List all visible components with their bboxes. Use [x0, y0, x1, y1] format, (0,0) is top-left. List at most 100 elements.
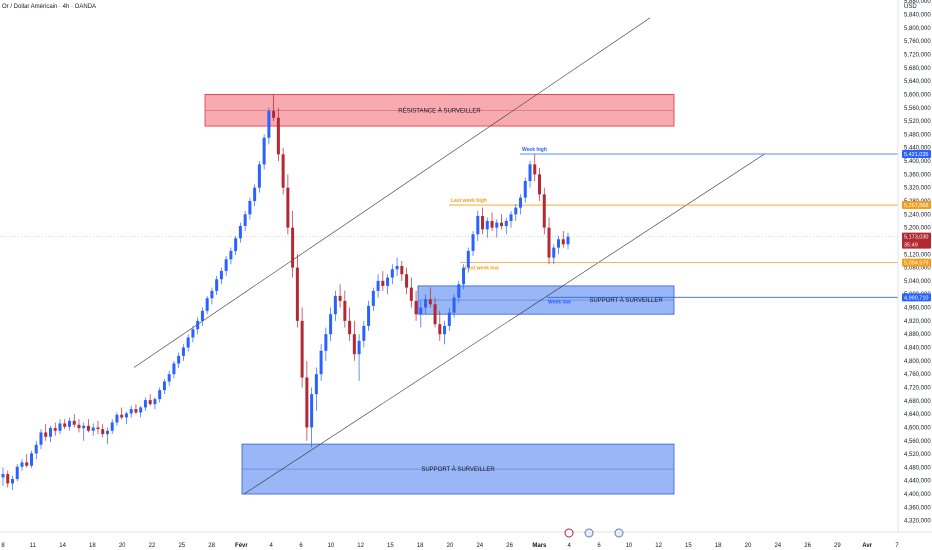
- price-tick-label: 5,440,000: [904, 146, 931, 152]
- price-tick-label: 4,600,000: [904, 425, 931, 431]
- candle-body: [10, 479, 14, 484]
- price-tick-label: 5,840,000: [904, 13, 931, 19]
- price-tick-label: 5,600,000: [904, 92, 931, 98]
- us-flag-event-icon-2[interactable]: [614, 528, 624, 538]
- candle-body: [452, 297, 456, 313]
- candle-body: [219, 270, 223, 280]
- candle-body: [96, 427, 100, 430]
- price-tick-label: 5,320,000: [904, 186, 931, 192]
- price-tick-label: 5,240,000: [904, 212, 931, 218]
- candle-body: [153, 399, 157, 405]
- candle-body: [443, 325, 447, 335]
- candle-body: [338, 295, 342, 301]
- candle-body: [77, 424, 81, 429]
- level-price-badge: [902, 258, 931, 267]
- candle-body: [177, 355, 181, 364]
- candle-body: [29, 453, 33, 466]
- candle-body: [67, 420, 71, 427]
- price-tick-label: 5,880,000: [904, 0, 931, 5]
- candle-body: [414, 300, 418, 315]
- candle-body: [552, 247, 556, 258]
- candle-body: [405, 274, 409, 288]
- price-badges-layer: 5,421,035 5,267,868 5,094,979 4,990,710 5,17…: [902, 150, 931, 302]
- candle-body: [281, 154, 285, 188]
- candle-body: [291, 227, 295, 268]
- candle-body: [333, 295, 337, 315]
- time-tick-label: 11: [30, 543, 37, 549]
- price-tick-label: 5,400,000: [904, 159, 931, 165]
- price-tick-label: 5,120,000: [904, 252, 931, 258]
- candle-body: [234, 238, 238, 251]
- level-price-badge-text: 4,990,710: [904, 295, 928, 301]
- time-tick-label: 8: [1, 543, 5, 549]
- candle-body: [248, 201, 252, 215]
- candle-body: [390, 269, 394, 278]
- zone-label: SUPPORT À SURVEILLER: [421, 466, 495, 473]
- level-label: Last week high: [451, 198, 487, 204]
- price-axis[interactable]: 4,280,0004,320,0004,360,0004,400,0004,44…: [904, 0, 931, 538]
- price-axis-panel[interactable]: [898, 0, 932, 550]
- candle-body: [329, 314, 333, 335]
- candle-body: [48, 428, 52, 437]
- candle-body: [357, 340, 361, 355]
- candle-body: [424, 299, 428, 308]
- candle-body: [428, 299, 432, 305]
- candle-body: [134, 409, 138, 413]
- price-tick-label: 4,400,000: [904, 492, 931, 498]
- time-tick-label: 15: [685, 543, 692, 549]
- time-tick-label: 25: [178, 543, 185, 549]
- candle-body: [205, 298, 209, 311]
- time-tick-label: 22: [149, 543, 156, 549]
- earnings-event-icon[interactable]: [564, 528, 574, 538]
- price-tick-label: 5,480,000: [904, 132, 931, 138]
- candle-body: [6, 474, 10, 484]
- candle-body: [20, 462, 24, 467]
- us-flag-event-icon[interactable]: [584, 528, 594, 538]
- current-price-text: 5,173,030: [904, 235, 928, 241]
- candle-body: [371, 290, 375, 306]
- levels-layer: Week high Last week high Last week low Week…: [0, 147, 898, 305]
- price-tick-label: 4,960,000: [904, 306, 931, 312]
- candle-body: [215, 279, 219, 291]
- price-tick-label: 4,760,000: [904, 372, 931, 378]
- candle-body: [433, 304, 437, 325]
- upper-trendline: [133, 17, 651, 368]
- level-label: Last week low: [465, 266, 499, 272]
- price-tick-label: 5,680,000: [904, 66, 931, 72]
- zone-label: RÉSISTANCE À SURVEILLER: [398, 107, 481, 114]
- chart-title: Or / Dollar Américain · 4h · OANDA: [2, 4, 96, 10]
- candle-body: [167, 374, 171, 382]
- candle-body: [362, 325, 366, 341]
- candle-body: [124, 413, 128, 418]
- candle-body: [348, 320, 352, 335]
- time-tick-label: 20: [119, 543, 126, 549]
- time-axis[interactable]: 8 11 14 18 20 22 25 28 Févr 4 6 10 12 15 18 20 24 26 Mars 4…: [1, 543, 899, 549]
- time-tick-label: 24: [774, 543, 781, 549]
- price-tick-label: 4,640,000: [904, 412, 931, 418]
- candle-body: [15, 466, 19, 480]
- candle-body: [485, 220, 489, 230]
- candle-body: [566, 236, 570, 245]
- time-axis-panel[interactable]: [0, 532, 932, 550]
- time-tick-label: 20: [745, 543, 752, 549]
- candle-body: [262, 137, 266, 165]
- candle-body: [196, 320, 200, 330]
- candle-body: [533, 164, 537, 175]
- price-tick-label: 4,480,000: [904, 465, 931, 471]
- candle-body: [509, 214, 513, 221]
- price-tick-label: 5,360,000: [904, 172, 931, 178]
- level-price-badge-text: 5,421,035: [904, 152, 928, 158]
- candle-body: [120, 414, 124, 418]
- price-tick-label: 4,800,000: [904, 359, 931, 365]
- candle-body: [1, 474, 5, 478]
- candle-body: [324, 334, 328, 351]
- level-label: Week high: [522, 147, 547, 153]
- candle-body: [447, 312, 451, 326]
- candle-body: [186, 337, 190, 348]
- candle-body: [367, 305, 371, 326]
- level-price-badge: [902, 293, 931, 302]
- candle-body: [181, 347, 185, 356]
- candle-body: [105, 430, 109, 435]
- candle-body: [476, 215, 480, 235]
